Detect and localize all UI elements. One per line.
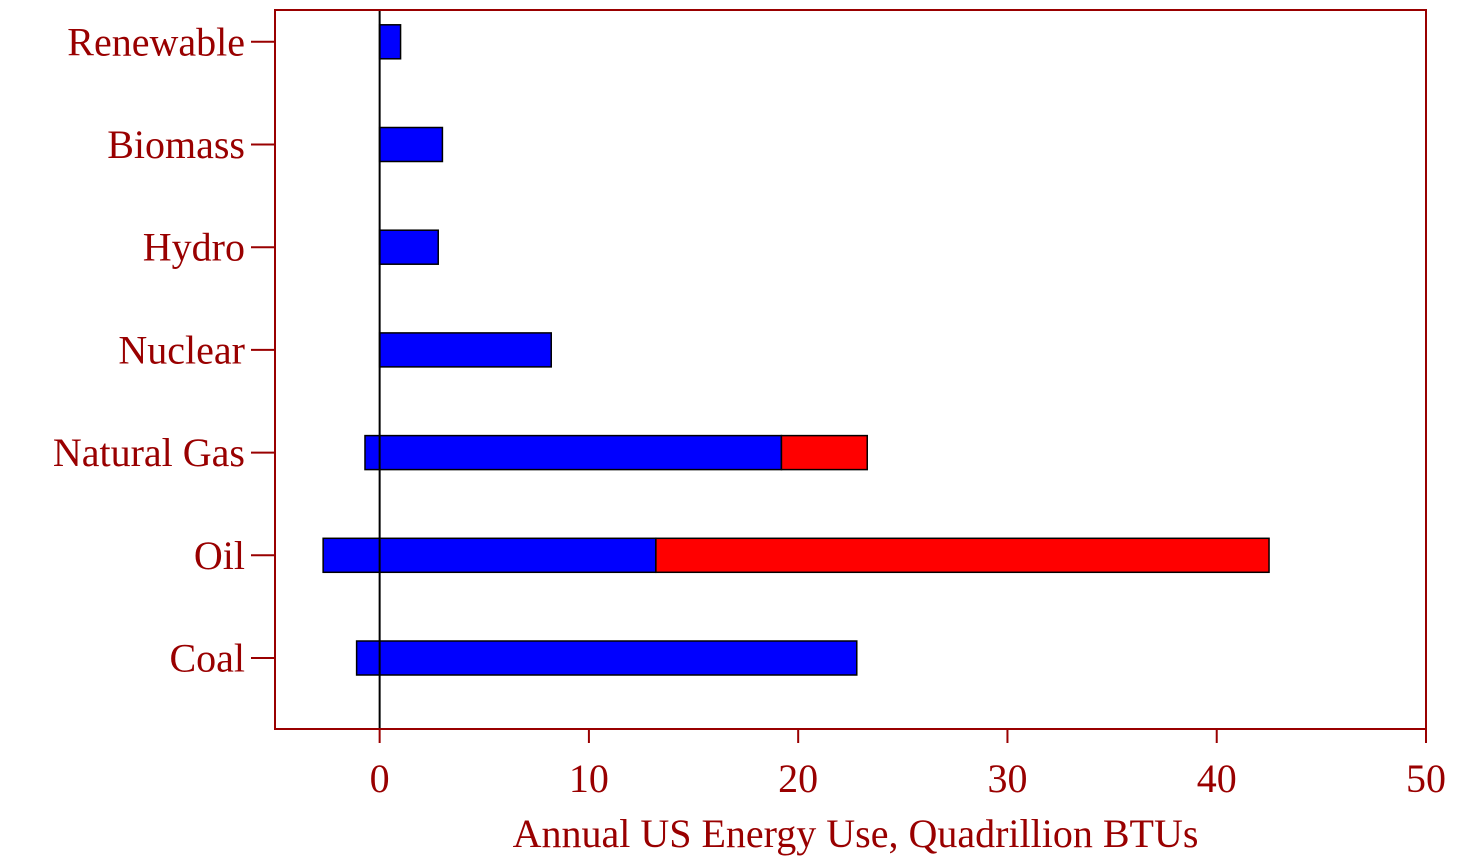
x-axis-title: Annual US Energy Use, Quadrillion BTUs [513,811,1199,856]
bar-natural-gas-series-2 [780,434,868,471]
x-tick-label: 0 [370,756,390,801]
x-tick-label: 50 [1406,756,1446,801]
bar-nuclear-series-1 [378,332,552,368]
y-tick-label: Biomass [107,122,245,167]
y-axis: Coal Oil Natural Gas Nuclear Hydro Biomass Ren… [53,19,275,681]
bar-coal-series-1 [355,640,858,676]
x-tick-label: 20 [778,756,818,801]
bars-group [322,24,1270,676]
y-tick-label: Hydro [143,225,245,270]
bar-oil-series-2 [655,537,1270,574]
bar-biomass-series-1 [378,126,444,163]
y-tick-label: Natural Gas [53,430,245,475]
x-axis: 0 10 20 30 40 50 [370,729,1446,801]
x-tick-label: 30 [987,756,1027,801]
y-tick-label: Oil [194,533,245,578]
y-tick-label: Coal [169,636,245,681]
x-tick-label: 10 [569,756,609,801]
bar-hydro-series-1 [378,229,439,265]
plot-frame [274,9,1427,730]
y-tick-label: Nuclear [118,327,245,372]
y-tick-label: Renewable [67,19,245,64]
bar-oil-series-1 [322,537,657,574]
bar-renewable-series-1 [378,24,402,60]
x-tick-label: 40 [1197,756,1237,801]
bar-natural-gas-series-1 [364,434,783,471]
